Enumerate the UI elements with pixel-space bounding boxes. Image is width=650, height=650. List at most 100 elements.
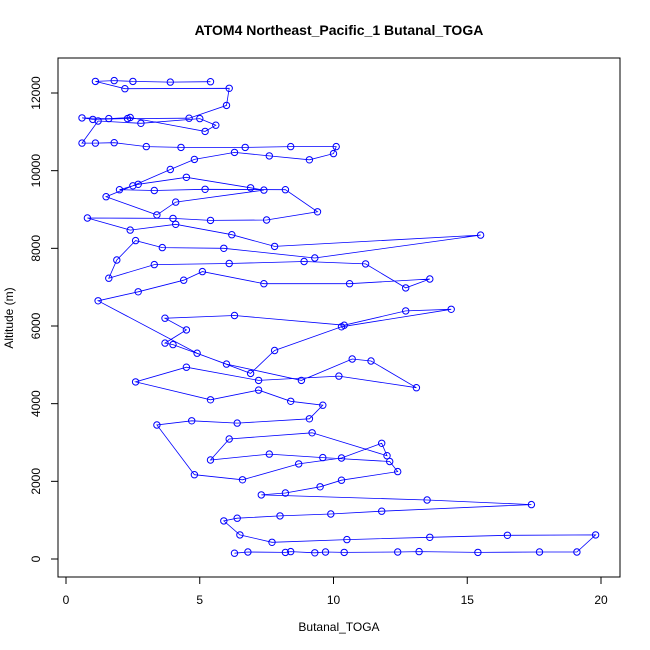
- data-point: [102, 193, 110, 201]
- data-point: [412, 384, 421, 392]
- data-point: [137, 119, 145, 128]
- data-point: [474, 548, 482, 557]
- data-point: [241, 143, 249, 152]
- data-point: [335, 372, 343, 380]
- data-point: [297, 376, 306, 385]
- data-point: [206, 396, 215, 404]
- data-point: [308, 429, 316, 437]
- data-point: [94, 117, 102, 125]
- data-point: [337, 323, 346, 331]
- data-point: [110, 139, 118, 147]
- data-point: [254, 376, 263, 385]
- data-point: [383, 452, 391, 460]
- data-point: [142, 142, 151, 151]
- data-point: [198, 267, 207, 276]
- data-point: [270, 346, 279, 355]
- data-point: [193, 349, 201, 357]
- data-point: [121, 85, 129, 93]
- data-point: [402, 284, 410, 292]
- data-point: [78, 139, 86, 147]
- data-point: [447, 305, 455, 313]
- data-point: [166, 78, 175, 86]
- data-point: [161, 314, 169, 322]
- data-point: [423, 496, 431, 504]
- data-point: [182, 326, 191, 334]
- data-lines: [81, 80, 597, 554]
- data-point: [327, 510, 335, 518]
- x-axis: 0 5 10 15 20: [63, 576, 608, 607]
- y-tick-label: 0: [29, 555, 43, 562]
- data-point: [527, 500, 536, 509]
- data-point: [260, 186, 268, 194]
- data-point: [337, 454, 346, 462]
- data-point: [94, 297, 102, 305]
- data-point: [236, 531, 244, 539]
- data-point: [225, 259, 233, 268]
- data-point: [337, 476, 346, 484]
- data-point: [177, 143, 185, 152]
- data-point: [313, 208, 322, 216]
- data-point: [134, 180, 142, 189]
- data-point: [535, 548, 544, 556]
- data-point: [196, 114, 204, 123]
- data-point: [169, 340, 177, 349]
- data-point: [319, 453, 327, 462]
- data-point: [254, 386, 263, 394]
- data-point: [246, 369, 255, 378]
- data-point: [89, 115, 97, 124]
- data-point: [311, 549, 319, 557]
- data-point: [113, 256, 121, 264]
- data-point: [134, 288, 142, 296]
- data-point: [110, 76, 118, 85]
- data-point: [257, 491, 265, 499]
- data-point: [153, 211, 161, 219]
- data-point: [105, 274, 113, 282]
- data-point: [78, 114, 86, 122]
- data-point: [212, 121, 220, 129]
- y-tick-label: 8000: [29, 235, 43, 262]
- data-point: [262, 216, 271, 224]
- data-point: [129, 77, 137, 86]
- data-point: [394, 548, 402, 556]
- data-point: [394, 467, 402, 476]
- data-point: [150, 186, 159, 195]
- y-tick-label: 6000: [29, 312, 43, 339]
- data-point: [378, 439, 386, 447]
- y-tick-label: 4000: [29, 390, 43, 417]
- series-line: [81, 80, 597, 554]
- data-point: [287, 397, 295, 405]
- data-point: [206, 456, 215, 464]
- data-point: [161, 339, 169, 347]
- data-point: [378, 507, 386, 515]
- data-point: [188, 417, 196, 425]
- data-point: [158, 243, 167, 252]
- data-point: [91, 139, 100, 147]
- data-point: [169, 214, 177, 223]
- data-point: [287, 142, 295, 151]
- data-point: [348, 355, 356, 363]
- data-point: [190, 155, 199, 164]
- data-point: [300, 257, 308, 266]
- data-point: [238, 476, 247, 484]
- data-point: [206, 78, 215, 86]
- data-point: [332, 142, 340, 151]
- data-point: [316, 483, 324, 491]
- data-point: [131, 378, 140, 386]
- data-point: [220, 244, 228, 253]
- data-point: [228, 231, 236, 239]
- data-point: [222, 101, 231, 110]
- data-point: [230, 311, 239, 320]
- data-point: [225, 435, 233, 443]
- y-axis-label: Altitude (m): [2, 287, 16, 348]
- data-point: [305, 415, 314, 423]
- data-point: [172, 198, 180, 206]
- data-point: [190, 471, 199, 479]
- data-point: [281, 186, 290, 194]
- y-tick-label: 2000: [29, 468, 43, 495]
- data-point: [172, 220, 180, 229]
- x-tick-label: 15: [461, 593, 475, 607]
- data-point: [321, 548, 330, 556]
- plot-frame: [57, 57, 621, 578]
- data-point: [225, 84, 233, 93]
